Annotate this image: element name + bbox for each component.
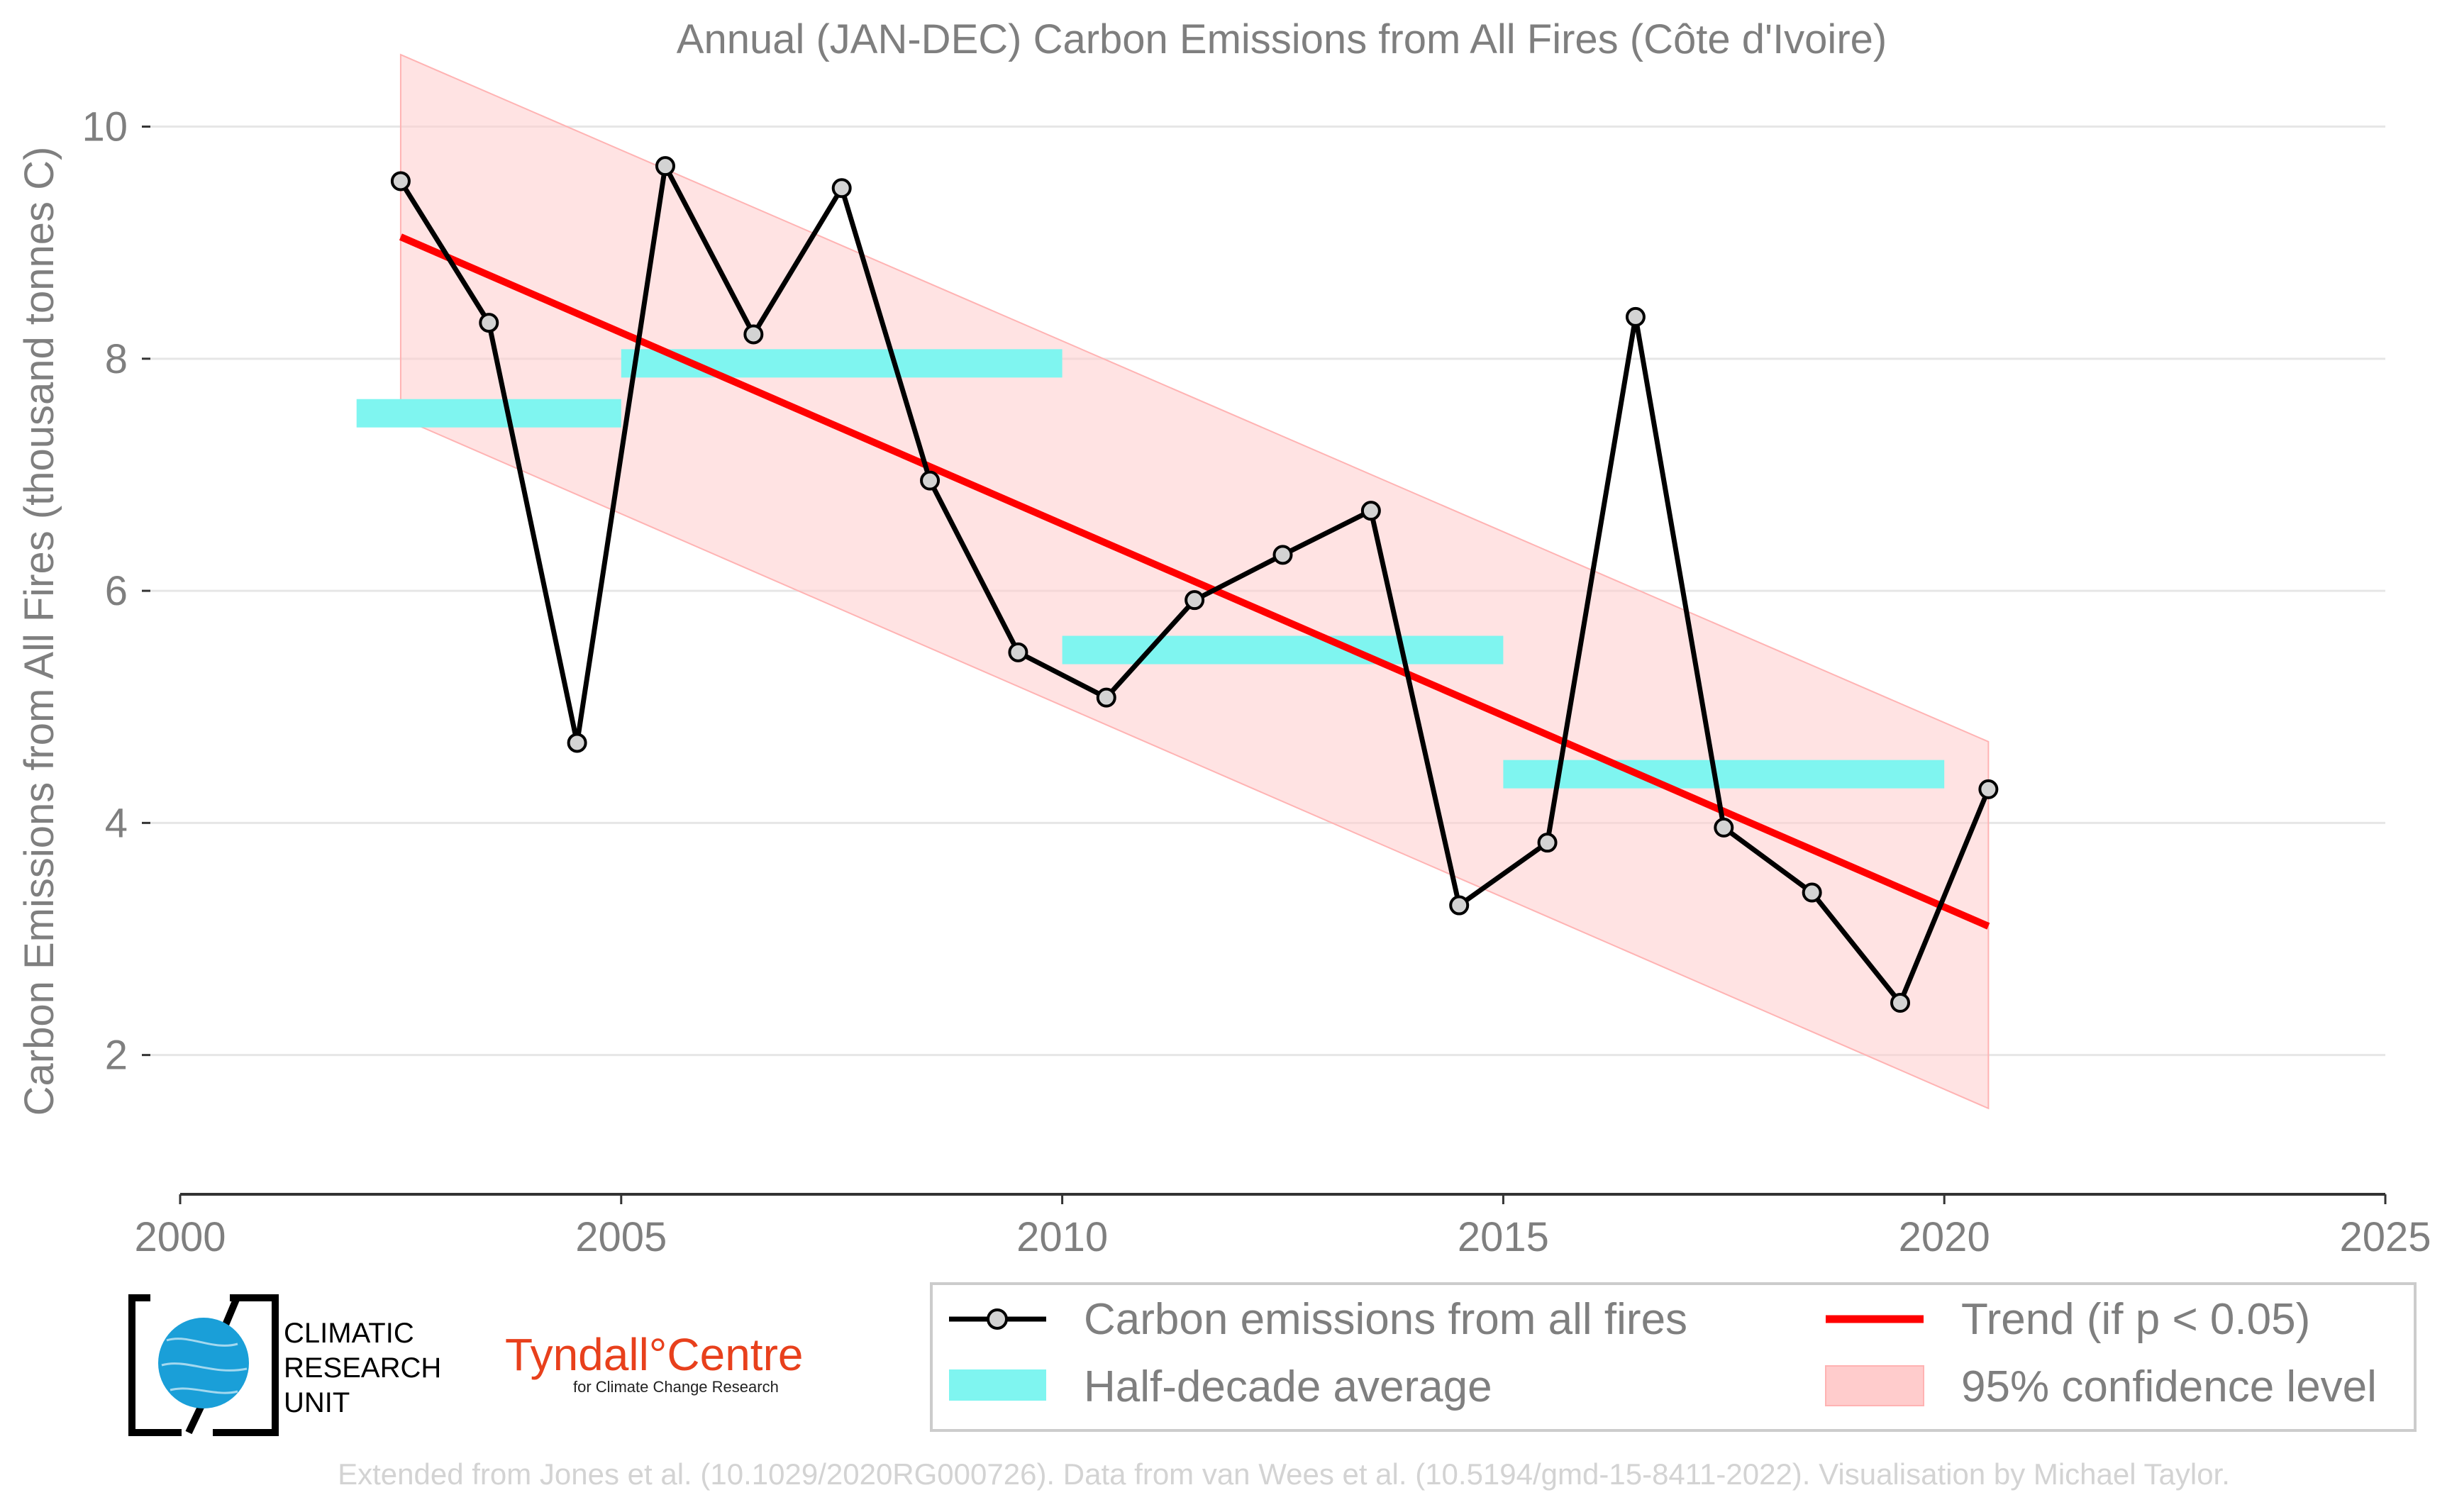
x-tick-label: 2005	[575, 1214, 667, 1260]
cru-bracket-icon	[213, 1294, 279, 1436]
y-tick-label: 4	[105, 800, 128, 846]
legend-label-half-decade: Half-decade average	[1084, 1362, 1492, 1411]
half-decade-layer	[356, 349, 1945, 789]
tyndall-logo: Tyndall°Centre for Climate Change Resear…	[505, 1329, 803, 1396]
x-tick-label: 2000	[134, 1214, 226, 1260]
emissions-point	[743, 324, 764, 345]
emissions-point	[1537, 833, 1558, 853]
emissions-point	[390, 171, 411, 191]
legend: Carbon emissions from all fires Half-dec…	[930, 1282, 2417, 1432]
half-decade-bar	[1062, 635, 1504, 665]
axes	[142, 126, 2387, 1204]
cru-bracket-icon	[128, 1294, 182, 1436]
half-decade-bar	[356, 399, 621, 428]
y-tick-label: 2	[105, 1033, 128, 1079]
emissions-point	[1978, 779, 1999, 799]
trend-line	[399, 233, 1990, 930]
tyndall-subtitle: for Climate Change Research	[573, 1378, 779, 1396]
emissions-point	[1272, 545, 1293, 565]
emissions-point	[1625, 306, 1646, 327]
x-tick-label: 2015	[1458, 1214, 1549, 1260]
legend-label-carbon: Carbon emissions from all fires	[1084, 1295, 1687, 1344]
y-tick-labels: 2 4 6 8 10	[82, 104, 128, 1079]
cru-slash-icon	[185, 1403, 205, 1435]
y-axis-label: Carbon Emissions from All Fires (thousan…	[16, 147, 62, 1116]
x-tick-label: 2010	[1016, 1214, 1108, 1260]
x-tick-label: 2020	[1899, 1214, 1990, 1260]
y-tick-label: 10	[82, 104, 128, 150]
emissions-point	[479, 313, 499, 333]
emissions-point	[1008, 642, 1028, 662]
emissions-point	[1449, 895, 1470, 916]
emissions-point	[1360, 501, 1381, 521]
cru-text-line1: CLIMATIC	[284, 1318, 414, 1349]
cru-slash-icon	[222, 1296, 240, 1326]
x-tick-labels: 2000 2005 2010 2015 2020 2025	[134, 1214, 2431, 1260]
legend-swatch-confidence	[1825, 1365, 1924, 1406]
cru-text-line3: UNIT	[284, 1387, 350, 1418]
emissions-point	[1096, 687, 1116, 708]
emissions-point	[831, 178, 852, 199]
x-tick-label: 2025	[2339, 1214, 2431, 1260]
y-tick-label: 8	[105, 336, 128, 382]
legend-label-trend: Trend (if p < 0.05)	[1961, 1295, 2310, 1344]
globe-contour-icon	[161, 1338, 248, 1394]
chart-title: Annual (JAN-DEC) Carbon Emissions from A…	[677, 16, 1887, 62]
legend-swatch-carbon-marker	[987, 1308, 1008, 1330]
y-tick-label: 6	[105, 568, 128, 614]
credit-text: Extended from Jones et al. (10.1029/2020…	[338, 1457, 2230, 1491]
trend-layer	[399, 233, 1990, 930]
emissions-point	[655, 156, 675, 177]
half-decade-bar	[1503, 760, 1945, 789]
tyndall-title: Tyndall°Centre	[505, 1329, 803, 1380]
cru-logo: CLIMATIC RESEARCH UNIT	[128, 1294, 441, 1436]
emissions-point	[1714, 817, 1734, 838]
legend-label-confidence: 95% confidence level	[1961, 1362, 2377, 1411]
emissions-point	[1802, 882, 1822, 903]
legend-swatch-half-decade	[949, 1369, 1046, 1401]
globe-icon	[158, 1318, 249, 1408]
legend-box	[930, 1282, 2417, 1432]
emissions-layer	[390, 156, 1999, 1013]
emissions-point	[1890, 993, 1911, 1013]
emissions-point	[920, 470, 941, 491]
emissions-point	[1185, 590, 1205, 611]
emissions-point	[567, 733, 587, 753]
cru-text-line2: RESEARCH	[284, 1352, 441, 1384]
